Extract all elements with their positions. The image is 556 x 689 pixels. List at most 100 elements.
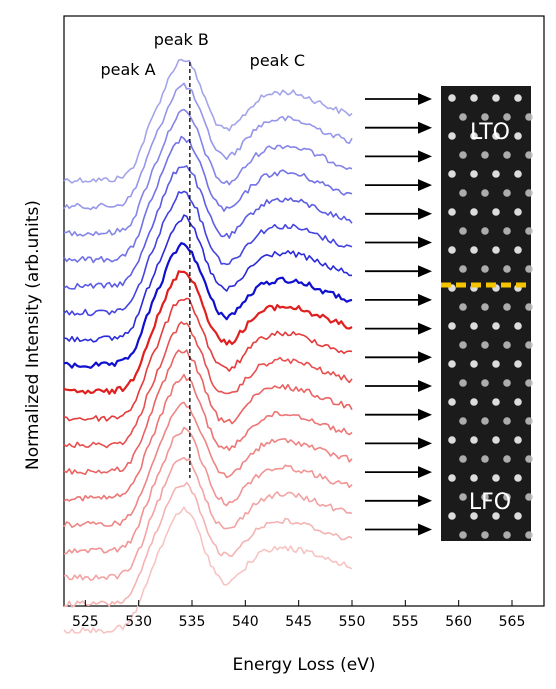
atom-column xyxy=(459,531,467,539)
atom-column xyxy=(448,512,456,520)
atom-column xyxy=(492,360,500,368)
x-tick-label: 565 xyxy=(499,614,526,630)
atom-column xyxy=(481,189,489,197)
spectrum-line-11 xyxy=(63,321,353,449)
atom-column xyxy=(481,265,489,273)
atom-column xyxy=(459,303,467,311)
atom-column xyxy=(481,379,489,387)
atom-column xyxy=(481,303,489,311)
x-tick-label: 535 xyxy=(179,614,206,630)
atom-column xyxy=(470,398,478,406)
atom-column xyxy=(470,474,478,482)
atom-column xyxy=(525,379,533,387)
atom-column xyxy=(459,417,467,425)
spectrum-line-16 xyxy=(63,456,353,582)
arrow-head xyxy=(418,408,432,421)
atom-column xyxy=(525,455,533,463)
atom-column xyxy=(514,398,522,406)
atom-column xyxy=(459,113,467,121)
spectrum-line-2 xyxy=(63,82,353,211)
spectrum-line-8 xyxy=(63,242,353,369)
atom-column xyxy=(481,227,489,235)
spectrum-line-9 xyxy=(63,270,353,395)
atom-column xyxy=(503,379,511,387)
atom-column xyxy=(481,417,489,425)
y-axis-label: Normalized Intensity (arb.units) xyxy=(23,200,43,470)
atom-column xyxy=(492,436,500,444)
atom-column xyxy=(503,531,511,539)
atom-column xyxy=(492,474,500,482)
atom-column xyxy=(481,113,489,121)
atom-column xyxy=(503,417,511,425)
atom-column xyxy=(448,94,456,102)
arrow-head xyxy=(418,121,432,134)
haadf-image-background xyxy=(441,86,531,541)
atom-column xyxy=(525,531,533,539)
atom-column xyxy=(470,322,478,330)
atom-column xyxy=(514,474,522,482)
atom-column xyxy=(514,132,522,140)
atom-column xyxy=(459,151,467,159)
arrow-head xyxy=(418,494,432,507)
spectrum-line-3 xyxy=(63,108,353,237)
plot-frame xyxy=(63,15,545,607)
atom-column xyxy=(514,436,522,444)
atom-columns xyxy=(448,94,533,539)
x-axis-label: Energy Loss (eV) xyxy=(233,655,376,675)
x-tick-label: 560 xyxy=(445,614,472,630)
atom-column xyxy=(470,208,478,216)
spectrum-line-6 xyxy=(63,190,353,317)
haadf-image: LTO LFO xyxy=(441,86,533,541)
atom-column xyxy=(470,132,478,140)
atom-column xyxy=(470,436,478,444)
spectrum-line-14 xyxy=(63,401,353,529)
atom-column xyxy=(503,341,511,349)
atom-column xyxy=(448,322,456,330)
atom-column xyxy=(525,493,533,501)
atom-column xyxy=(492,170,500,178)
annotation-peak-a: peak A xyxy=(100,60,155,79)
atom-column xyxy=(470,170,478,178)
arrow-head xyxy=(418,207,432,220)
atom-column xyxy=(459,493,467,501)
atom-column xyxy=(448,170,456,178)
atom-column xyxy=(481,493,489,501)
x-tick-label: 550 xyxy=(339,614,366,630)
atom-column xyxy=(448,246,456,254)
atom-column xyxy=(481,341,489,349)
atom-column xyxy=(514,94,522,102)
atom-column xyxy=(459,455,467,463)
atom-column xyxy=(492,246,500,254)
x-tick-label: 530 xyxy=(125,614,152,630)
image-label-lto: LTO xyxy=(470,120,510,145)
atom-column xyxy=(459,379,467,387)
atom-column xyxy=(481,455,489,463)
spectrum-line-15 xyxy=(63,426,353,555)
atom-column xyxy=(503,151,511,159)
atom-column xyxy=(525,417,533,425)
spectrum-line-4 xyxy=(63,135,353,264)
atom-column xyxy=(503,455,511,463)
atom-column xyxy=(459,341,467,349)
atom-column xyxy=(470,360,478,368)
arrow-head xyxy=(418,380,432,392)
atom-column xyxy=(492,94,500,102)
atom-column xyxy=(492,398,500,406)
arrow-head xyxy=(418,351,432,364)
arrow-head xyxy=(418,437,432,450)
atom-column xyxy=(448,132,456,140)
arrow-head xyxy=(418,466,432,479)
arrow-head xyxy=(418,265,432,278)
arrow-head xyxy=(418,523,432,536)
x-tick-label: 525 xyxy=(72,614,99,630)
arrow-head xyxy=(418,93,432,105)
atom-column xyxy=(448,208,456,216)
spectrum-line-17 xyxy=(63,481,353,608)
atom-column xyxy=(470,246,478,254)
atom-column xyxy=(503,303,511,311)
atom-column xyxy=(503,227,511,235)
arrow-head xyxy=(418,150,432,163)
arrow-head xyxy=(418,179,432,192)
atom-column xyxy=(514,170,522,178)
